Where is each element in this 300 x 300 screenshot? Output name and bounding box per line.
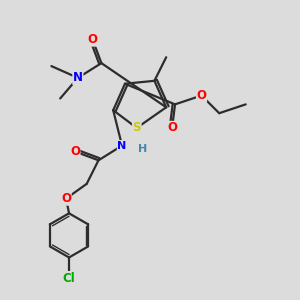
Text: O: O [70, 145, 80, 158]
Text: N: N [117, 141, 127, 151]
Text: O: O [88, 33, 98, 46]
Text: O: O [196, 89, 206, 102]
Text: O: O [61, 192, 71, 205]
Text: O: O [167, 122, 177, 134]
Text: S: S [133, 122, 141, 134]
Text: Cl: Cl [63, 272, 75, 285]
Text: N: N [73, 71, 83, 84]
Text: H: H [138, 143, 147, 154]
